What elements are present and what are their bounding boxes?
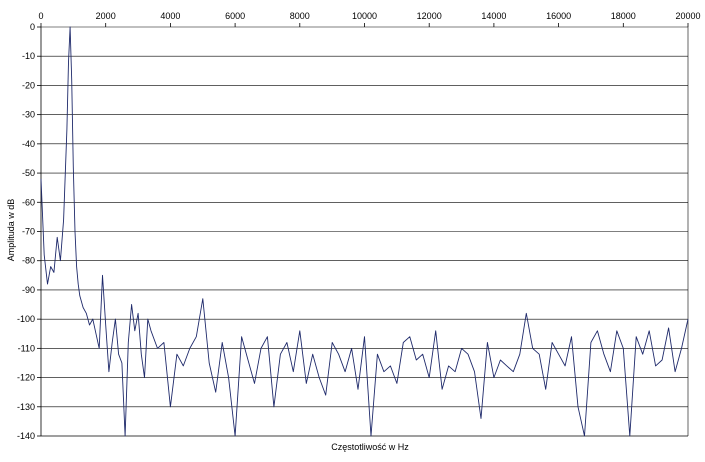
- y-tick-label: -130: [17, 402, 35, 412]
- x-tick-label: 16000: [546, 11, 571, 21]
- x-tick-label: 2000: [96, 11, 116, 21]
- y-tick-label: 0: [30, 22, 35, 32]
- y-tick-label: -140: [17, 431, 35, 441]
- x-axis-ticks: 0 2000 4000 6000 8000 10000 12000 14000 16000 180…: [38, 11, 701, 27]
- y-tick-label: -90: [22, 285, 35, 295]
- y-axis-title: Amplituda w dB: [6, 199, 16, 262]
- x-tick-label: 4000: [160, 11, 180, 21]
- y-tick-label: -80: [22, 256, 35, 266]
- x-tick-label: 0: [38, 11, 43, 21]
- y-tick-label: -70: [22, 227, 35, 237]
- x-axis-title: Częstotliwość w Hz: [331, 442, 409, 452]
- x-tick-label: 20000: [675, 11, 700, 21]
- y-tick-label: -110: [18, 343, 35, 353]
- y-tick-label: -50: [22, 168, 35, 178]
- y-tick-label: -20: [22, 80, 35, 90]
- y-tick-label: -100: [17, 314, 35, 324]
- y-axis-ticks: 0 -10 -20 -30 -40 -50 -60 -70 -80 -90 -100 -110 -120…: [17, 22, 41, 441]
- y-tick-label: -120: [17, 373, 35, 383]
- series-group: [40, 26, 689, 437]
- x-tick-label: 8000: [290, 11, 310, 21]
- y-tick-label: -60: [22, 197, 35, 207]
- y-tick-label: -10: [22, 51, 35, 61]
- horizontal-gridlines: [41, 26, 688, 437]
- x-tick-label: 18000: [611, 11, 636, 21]
- y-tick-label: -30: [22, 110, 35, 120]
- x-tick-label: 12000: [417, 11, 442, 21]
- y-tick-label: -40: [22, 139, 35, 149]
- x-tick-label: 6000: [225, 11, 245, 21]
- x-tick-label: 14000: [481, 11, 506, 21]
- x-tick-label: 10000: [352, 11, 377, 21]
- series-line: [40, 26, 689, 437]
